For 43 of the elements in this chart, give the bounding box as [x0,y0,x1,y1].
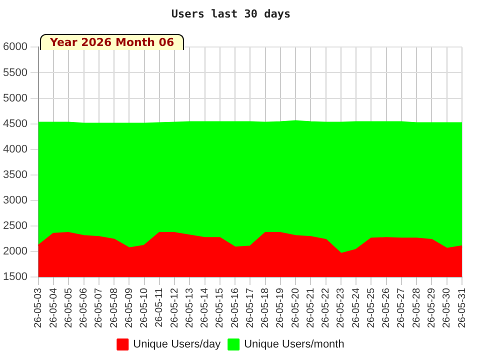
x-tick-label: 26-05-20 [290,288,302,328]
y-tick-label: 6000 [2,41,28,54]
y-tick-label: 2500 [2,220,28,232]
x-tick-label: 26-05-11 [154,288,166,328]
x-tick-label: 26-05-05 [63,288,74,328]
x-tick-label: 26-05-19 [275,288,286,328]
x-tick-label: 26-05-30 [442,288,453,328]
x-tick-label: 26-05-21 [305,288,316,328]
y-tick-label: 2000 [2,245,28,258]
x-tick-label: 26-05-24 [350,288,362,328]
x-tick-label: 26-05-25 [366,288,377,328]
y-tick-label: 4500 [2,118,28,130]
chart-title: Users last 30 days [171,7,291,20]
x-tick-label: 26-05-18 [260,288,272,328]
y-tick-label: 3000 [2,194,28,206]
x-tick-label: 26-05-03 [33,288,44,328]
legend-label: Unique Users/month [244,338,344,351]
x-tick-label: 26-05-22 [320,288,332,328]
y-tick-label: 5000 [2,92,28,104]
y-tick-label: 5500 [2,66,28,79]
y-tick-label: 3500 [2,168,28,181]
y-tick-label: 4000 [2,143,28,156]
legend-label: Unique Users/day [133,338,222,351]
x-tick-label: 26-05-16 [230,288,241,328]
x-tick-label: 26-05-28 [411,288,422,328]
x-tick-label: 26-05-04 [48,288,60,328]
x-tick-label: 26-05-14 [200,288,211,328]
x-tick-label: 26-05-31 [456,288,468,328]
x-tick-label: 26-05-07 [94,288,105,328]
x-tick-label: 26-05-23 [336,288,347,328]
x-tick-label: 26-05-08 [108,288,120,328]
x-tick-label: 26-05-06 [78,288,90,328]
x-tick-label: 26-05-29 [426,288,438,328]
x-tick-label: 26-05-26 [381,288,392,328]
x-tick-label: 26-05-10 [139,288,150,328]
x-tick-label: 26-05-12 [169,288,180,328]
x-tick-label: 26-05-13 [184,288,196,328]
annotation: Year 2026 Month 06 [40,34,184,50]
x-tick-label: 26-05-15 [214,288,226,328]
y-tick-label: 1500 [2,271,28,283]
x-tick-label: 26-05-09 [124,288,135,328]
x-tick-label: 26-05-17 [244,288,256,328]
x-tick-label: 26-05-27 [396,288,408,328]
